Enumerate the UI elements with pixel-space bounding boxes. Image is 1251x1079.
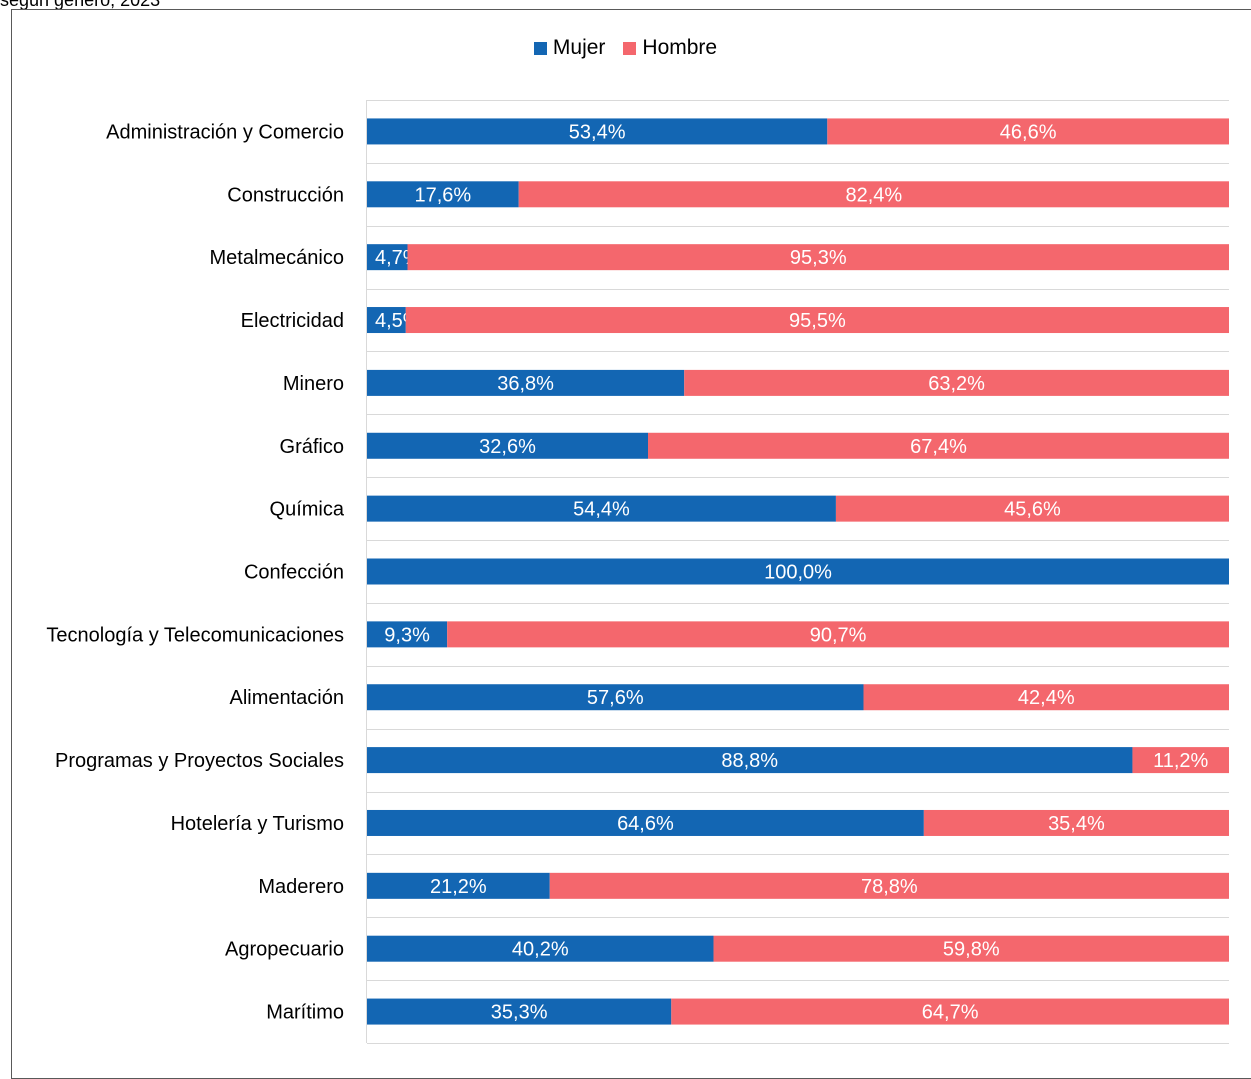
category-label-electricidad: Electricidad (241, 310, 344, 332)
bar-mujer-tecnologia-y-telecomunicaciones (367, 621, 448, 648)
bar-hombre-tecnologia-y-telecomunicaciones (447, 621, 1229, 648)
data-label-mujer-minero: 36,8% (497, 373, 554, 395)
category-label-confeccion: Confección (244, 562, 344, 584)
bar-mujer-grafico (367, 432, 649, 459)
legend-item-mujer: Mujer (533, 36, 606, 60)
data-label-hombre-electricidad: 95,5% (789, 310, 846, 332)
category-label-minero: Minero (283, 373, 344, 395)
data-label-hombre-quimica: 45,6% (1004, 499, 1061, 521)
data-label-hombre-administracion-y-comercio: 46,6% (1000, 121, 1057, 143)
data-label-hombre-construccion: 82,4% (845, 184, 902, 206)
data-label-mujer-maritimo: 35,3% (491, 1002, 548, 1024)
legend-swatch-hombre (623, 41, 637, 55)
data-label-hombre-metalmecanico: 95,3% (790, 247, 847, 269)
bar-hombre-hoteleria-y-turismo (923, 809, 1229, 836)
category-label-tecnologia-y-telecomunicaciones: Tecnología y Telecomunicaciones (46, 624, 344, 646)
data-label-hombre-maritimo: 64,7% (922, 1002, 979, 1024)
bar-mujer-maritimo (367, 998, 672, 1025)
bar-mujer-electricidad (367, 307, 406, 334)
bar-hombre-minero (684, 369, 1229, 396)
category-label-quimica: Química (270, 499, 345, 521)
data-label-hombre-agropecuario: 59,8% (943, 939, 1000, 961)
data-label-mujer-grafico: 32,6% (479, 436, 536, 458)
legend-item-hombre: Hombre (623, 36, 717, 60)
legend-swatch-mujer (533, 41, 547, 55)
data-label-hombre-confeccion: 0,0% (1237, 562, 1251, 584)
data-label-hombre-alimentacion: 42,4% (1018, 687, 1075, 709)
category-label-maritimo: Marítimo (266, 1002, 344, 1024)
data-label-mujer-alimentacion: 57,6% (587, 687, 644, 709)
bar-hombre-construccion (518, 181, 1229, 208)
category-label-administracion-y-comercio: Administración y Comercio (106, 121, 344, 143)
bar-hombre-maritimo (671, 998, 1229, 1025)
data-label-mujer-administracion-y-comercio: 53,4% (569, 121, 626, 143)
data-label-mujer-maderero: 21,2% (430, 876, 487, 898)
category-label-grafico: Gráfico (280, 436, 344, 458)
data-label-hombre-grafico: 67,4% (910, 436, 967, 458)
bar-hombre-alimentacion (863, 684, 1229, 711)
category-label-construccion: Construcción (227, 184, 344, 206)
bar-mujer-minero (367, 369, 685, 396)
bar-hombre-grafico (648, 432, 1229, 459)
bar-hombre-agropecuario (713, 935, 1229, 962)
bar-mujer-administracion-y-comercio (367, 118, 828, 145)
bar-mujer-quimica (367, 495, 836, 522)
data-label-mujer-quimica: 54,4% (573, 499, 630, 521)
data-label-mujer-tecnologia-y-telecomunicaciones: 9,3% (384, 624, 430, 646)
data-label-mujer-hoteleria-y-turismo: 64,6% (617, 813, 674, 835)
bar-mujer-alimentacion (367, 684, 864, 711)
bar-mujer-programas-y-proyectos-sociales (367, 747, 1133, 774)
data-label-mujer-construccion: 17,6% (414, 184, 471, 206)
category-label-agropecuario: Agropecuario (225, 939, 344, 961)
bar-hombre-quimica (835, 495, 1229, 522)
category-label-maderero: Maderero (258, 876, 344, 898)
data-label-hombre-tecnologia-y-telecomunicaciones: 90,7% (810, 624, 867, 646)
legend-label-mujer: Mujer (552, 36, 606, 59)
category-label-alimentacion: Alimentación (229, 687, 344, 709)
legend: Mujer Hombre (0, 36, 1251, 60)
bar-hombre-administracion-y-comercio (827, 118, 1229, 145)
data-label-mujer-confeccion: 100,0% (764, 562, 832, 584)
data-label-hombre-minero: 63,2% (928, 373, 985, 395)
data-label-mujer-programas-y-proyectos-sociales: 88,8% (721, 750, 778, 772)
bar-mujer-confeccion (367, 558, 1229, 585)
bar-mujer-metalmecanico (367, 244, 408, 271)
data-label-hombre-maderero: 78,8% (861, 876, 918, 898)
bar-mujer-maderero (367, 872, 550, 899)
chart-caption: según género, 2023 (0, 0, 161, 10)
bar-mujer-agropecuario (367, 935, 714, 962)
bar-hombre-programas-y-proyectos-sociales (1132, 747, 1229, 774)
category-label-metalmecanico: Metalmecánico (209, 247, 344, 269)
bar-hombre-electricidad (405, 307, 1229, 334)
data-label-hombre-programas-y-proyectos-sociales: 11,2% (1153, 750, 1208, 772)
legend-label-hombre: Hombre (642, 36, 718, 59)
data-label-mujer-agropecuario: 40,2% (512, 939, 569, 961)
bar-mujer-hoteleria-y-turismo (367, 809, 924, 836)
bar-hombre-metalmecanico (407, 244, 1229, 271)
bar-mujer-construccion (367, 181, 519, 208)
category-label-hoteleria-y-turismo: Hotelería y Turismo (171, 813, 344, 835)
data-label-hombre-hoteleria-y-turismo: 35,4% (1048, 813, 1105, 835)
category-label-programas-y-proyectos-sociales: Programas y Proyectos Sociales (55, 750, 344, 772)
bar-hombre-maderero (549, 872, 1229, 899)
